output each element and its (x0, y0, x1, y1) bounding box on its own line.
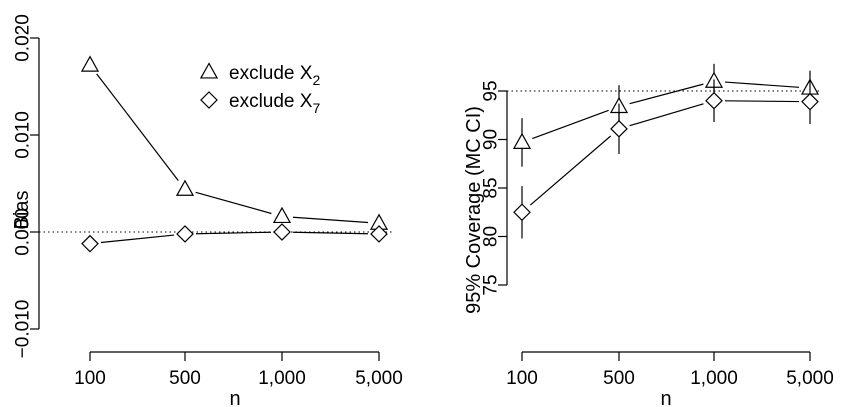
y-tick-label: 0.000 (13, 208, 34, 256)
series-line-segment (292, 231, 369, 235)
y-tick-label: 75 (481, 274, 502, 295)
y-tick-label: 90 (481, 129, 502, 150)
series-line-segment (529, 135, 612, 206)
legend: exclude X2 exclude X7 (199, 62, 320, 116)
series-line-segment (292, 216, 369, 224)
triangle-marker (512, 132, 532, 149)
series-line-segment (629, 83, 704, 105)
diamond-marker (273, 223, 291, 241)
x-tick-label: 100 (74, 368, 106, 389)
legend-entry-label: exclude X7 (229, 91, 320, 116)
x-tick-label: 5,000 (786, 368, 834, 389)
legend-triangle-marker (199, 62, 219, 79)
bias-panel: 100 500 1,000 5,000 n −0.010 0.000 0.010 0.020 Bi… (11, 14, 403, 407)
series-line-segment (724, 81, 800, 88)
x-axis-title: n (660, 388, 671, 407)
coverage-panel: 100 500 1,000 5,000 n 75 80 85 90 95 95% Coverage … (463, 63, 834, 407)
series-line-segment (629, 103, 704, 127)
x-tick-label: 500 (169, 368, 201, 389)
x-tick-label: 1,000 (258, 368, 306, 389)
diamond-marker (176, 225, 194, 243)
series-line-segment (195, 231, 272, 235)
x-axis-title: n (229, 388, 240, 407)
y-tick-label: 0.020 (13, 14, 34, 62)
diamond-marker (513, 203, 531, 222)
diamond-marker (81, 234, 99, 253)
x-tick-label: 500 (603, 368, 635, 389)
series-line-segment (96, 73, 179, 181)
triangle-marker (80, 55, 100, 72)
x-tick-label: 5,000 (355, 368, 403, 389)
series-line-segment (724, 100, 800, 103)
y-tick-label: 0.010 (13, 111, 34, 159)
triangle-marker (272, 206, 292, 224)
y-tick-label: 85 (481, 177, 502, 198)
y-tick-label: 95 (481, 80, 502, 101)
legend-diamond-marker (200, 91, 218, 109)
x-tick-label: 100 (506, 368, 538, 389)
y-axis-title: Bias (11, 191, 33, 230)
y-tick-label: −0.010 (13, 300, 34, 359)
y-axis-title: 95% Coverage (MC CI) (463, 106, 485, 314)
series-line-segment (532, 109, 609, 140)
triangle-marker (175, 179, 195, 196)
series-line-segment (195, 191, 272, 215)
diamond-marker (801, 92, 819, 111)
y-tick-label: 80 (481, 226, 502, 247)
diamond-marker (370, 225, 388, 243)
diamond-marker (610, 119, 628, 138)
diamond-marker (705, 91, 723, 110)
legend-entry-label: exclude X2 (229, 63, 320, 88)
x-tick-label: 1,000 (690, 368, 738, 389)
series-line-segment (100, 234, 175, 244)
